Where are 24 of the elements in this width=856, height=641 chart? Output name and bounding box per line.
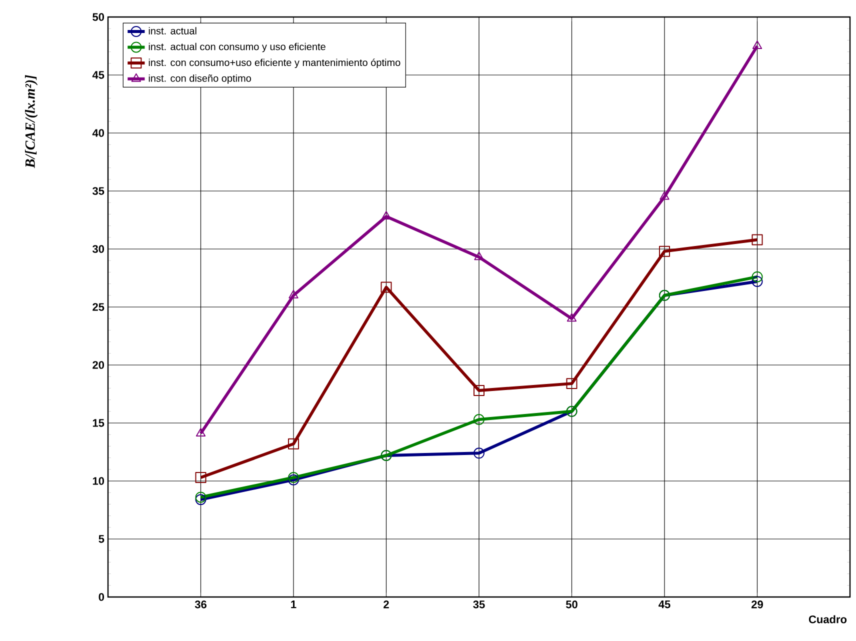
y-tick-label: 40 bbox=[92, 129, 104, 137]
x-tick-label: 36 bbox=[194, 600, 206, 608]
y-tick-label: 5 bbox=[98, 535, 104, 543]
y-tick-label: 30 bbox=[92, 245, 104, 253]
x-tick-label: 35 bbox=[473, 600, 485, 608]
y-tick-label: 15 bbox=[92, 419, 104, 427]
y-tick-label: 25 bbox=[92, 303, 104, 311]
x-tick-label: 50 bbox=[566, 600, 578, 608]
legend-label: inst. actual bbox=[148, 27, 196, 34]
x-tick-label: 45 bbox=[658, 600, 670, 608]
x-tick-label: 1 bbox=[291, 600, 296, 608]
y-axis-title: B/[CAE/(lx.m²)] bbox=[24, 75, 38, 168]
legend-label: inst. actual con consumo y uso eficiente bbox=[148, 42, 326, 52]
y-tick-label: 50 bbox=[92, 13, 104, 21]
x-tick-label: 2 bbox=[384, 600, 389, 608]
legend-label: inst. con diseño optimo bbox=[148, 74, 251, 84]
x-axis-title: Cuadro bbox=[808, 615, 847, 624]
y-tick-label: 10 bbox=[92, 477, 104, 485]
y-tick-label: 20 bbox=[92, 361, 104, 369]
x-tick-label: 29 bbox=[752, 600, 763, 608]
legend-label: inst. con consumo+uso eficiente y mantenimiento óptimo bbox=[148, 58, 400, 68]
y-tick-label: 35 bbox=[92, 187, 104, 195]
y-tick-label: 45 bbox=[92, 71, 104, 79]
y-tick-label: 0 bbox=[98, 593, 104, 601]
